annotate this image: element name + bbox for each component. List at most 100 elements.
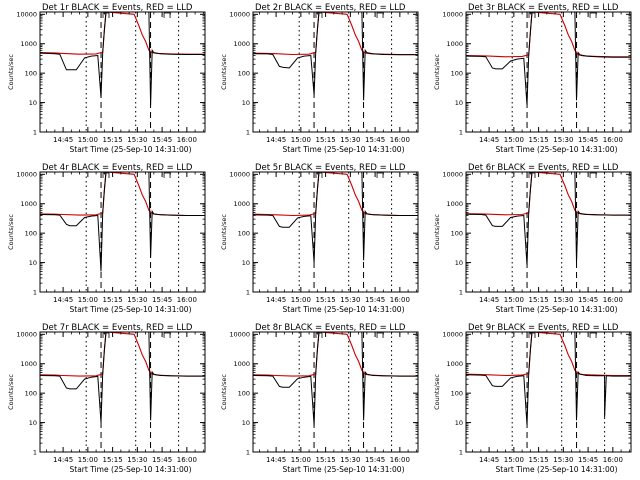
- panel-title: Det 7r BLACK = Events, RED = LLD: [42, 323, 193, 333]
- x-tick-label: 15:30: [127, 296, 147, 304]
- panel-det-1: Det 1r BLACK = Events, RED = LLD 1 10 100 10…: [7, 3, 206, 154]
- panel-title: Det 6r BLACK = Events, RED = LLD: [468, 163, 619, 173]
- x-tick-label: 15:30: [553, 136, 573, 144]
- panel-det-9: Det 9r BLACK = Events, RED = LLD 1 10 100 10…: [433, 323, 632, 474]
- y-axis-label: Counts/sec: [220, 214, 228, 250]
- x-tick-label: 15:15: [103, 136, 123, 144]
- panel-title: Det 5r BLACK = Events, RED = LLD: [255, 163, 406, 173]
- x-tick-label: 14:45: [479, 456, 499, 464]
- y-tick-label: 1000: [446, 200, 463, 208]
- top-marker-end: [163, 12, 171, 18]
- y-tick-label: 10: [455, 259, 463, 267]
- x-tick-label: 14:45: [266, 456, 286, 464]
- x-tick-label: 16:00: [177, 136, 197, 144]
- series-line-events: [253, 332, 418, 426]
- plot-area: [466, 172, 631, 292]
- top-marker-end: [163, 172, 171, 178]
- x-tick-label: 16:00: [390, 456, 410, 464]
- x-tick-label: 14:45: [53, 136, 73, 144]
- top-marker-end: [589, 332, 597, 338]
- series-line-lld: [40, 172, 205, 217]
- y-tick-label: 10000: [16, 171, 37, 179]
- y-tick-label: 10000: [229, 331, 250, 339]
- top-marker-end: [376, 172, 384, 178]
- x-tick-label: 15:45: [365, 296, 385, 304]
- top-marker-start: [528, 172, 536, 178]
- y-tick-label: 1: [459, 288, 463, 296]
- x-tick-label: 15:00: [504, 456, 524, 464]
- x-tick-label: 15:45: [152, 136, 172, 144]
- top-marker-start: [102, 12, 110, 18]
- panel-title: Det 2r BLACK = Events, RED = LLD: [255, 3, 406, 13]
- x-tick-label: 15:15: [529, 456, 549, 464]
- x-tick-label: 15:30: [127, 456, 147, 464]
- panel-det-8: Det 8r BLACK = Events, RED = LLD 1 10 100 10…: [220, 323, 419, 474]
- series-line-lld: [253, 172, 418, 217]
- x-axis-label: Start Time (25-Sep-10 14:31:00): [70, 465, 192, 474]
- top-marker-start: [528, 12, 536, 18]
- x-tick-label: 14:45: [479, 296, 499, 304]
- x-tick-label: 15:45: [578, 456, 598, 464]
- x-tick-label: 16:00: [603, 136, 623, 144]
- y-tick-label: 100: [25, 389, 37, 397]
- y-axis-label: Counts/sec: [433, 54, 441, 90]
- y-axis-label: Counts/sec: [220, 54, 228, 90]
- x-tick-label: 14:45: [53, 456, 73, 464]
- x-axis-label: Start Time (25-Sep-10 14:31:00): [496, 465, 618, 474]
- panel-det-4: Det 4r BLACK = Events, RED = LLD 1 10 100 10…: [7, 163, 206, 314]
- x-tick-label: 15:45: [578, 296, 598, 304]
- series-line-lld: [466, 332, 631, 377]
- series-line-events: [466, 172, 631, 266]
- panel-det-7: Det 7r BLACK = Events, RED = LLD 1 10 100 10…: [7, 323, 206, 474]
- y-tick-label: 10000: [16, 331, 37, 339]
- y-tick-label: 100: [25, 229, 37, 237]
- y-tick-label: 10000: [442, 331, 463, 339]
- x-axis-label: Start Time (25-Sep-10 14:31:00): [283, 145, 405, 154]
- x-tick-label: 15:45: [365, 136, 385, 144]
- x-axis-label: Start Time (25-Sep-10 14:31:00): [70, 305, 192, 314]
- x-tick-label: 15:45: [152, 296, 172, 304]
- y-tick-label: 1: [33, 448, 37, 456]
- series-line-lld: [40, 12, 205, 55]
- y-tick-label: 10: [242, 259, 250, 267]
- x-tick-label: 15:15: [529, 136, 549, 144]
- plot-area: [40, 332, 205, 452]
- plot-frame: [39, 171, 206, 293]
- series-line-lld: [253, 12, 418, 56]
- x-tick-label: 16:00: [390, 136, 410, 144]
- top-marker-end: [376, 12, 384, 18]
- x-tick-label: 15:00: [291, 136, 311, 144]
- series-line-events: [466, 12, 631, 106]
- y-tick-label: 1: [459, 448, 463, 456]
- y-tick-label: 1: [459, 128, 463, 136]
- y-tick-label: 1: [246, 288, 250, 296]
- y-tick-label: 1000: [20, 360, 37, 368]
- x-tick-label: 15:00: [291, 456, 311, 464]
- top-marker-start: [102, 172, 110, 178]
- y-tick-label: 100: [451, 69, 463, 77]
- plot-frame: [465, 171, 632, 293]
- x-axis-label: Start Time (25-Sep-10 14:31:00): [496, 145, 618, 154]
- x-tick-label: 16:00: [603, 456, 623, 464]
- y-tick-label: 100: [238, 69, 250, 77]
- x-tick-label: 15:45: [578, 136, 598, 144]
- y-tick-label: 10000: [229, 171, 250, 179]
- x-tick-label: 15:15: [103, 296, 123, 304]
- y-axis-label: Counts/sec: [433, 214, 441, 250]
- x-tick-label: 16:00: [603, 296, 623, 304]
- plot-area: [253, 332, 418, 452]
- series-line-events: [40, 332, 205, 423]
- x-tick-label: 15:00: [504, 296, 524, 304]
- x-tick-label: 15:00: [291, 296, 311, 304]
- y-tick-label: 10: [455, 419, 463, 427]
- y-tick-label: 10: [29, 419, 37, 427]
- x-tick-label: 15:00: [78, 456, 98, 464]
- x-axis-label: Start Time (25-Sep-10 14:31:00): [283, 305, 405, 314]
- x-tick-label: 15:15: [529, 296, 549, 304]
- y-tick-label: 100: [451, 229, 463, 237]
- y-axis-label: Counts/sec: [433, 374, 441, 410]
- panel-det-2: Det 2r BLACK = Events, RED = LLD 1 10 100 10…: [220, 3, 419, 154]
- series-line-events: [253, 172, 418, 263]
- plot-area: [253, 172, 418, 292]
- x-axis-label: Start Time (25-Sep-10 14:31:00): [283, 465, 405, 474]
